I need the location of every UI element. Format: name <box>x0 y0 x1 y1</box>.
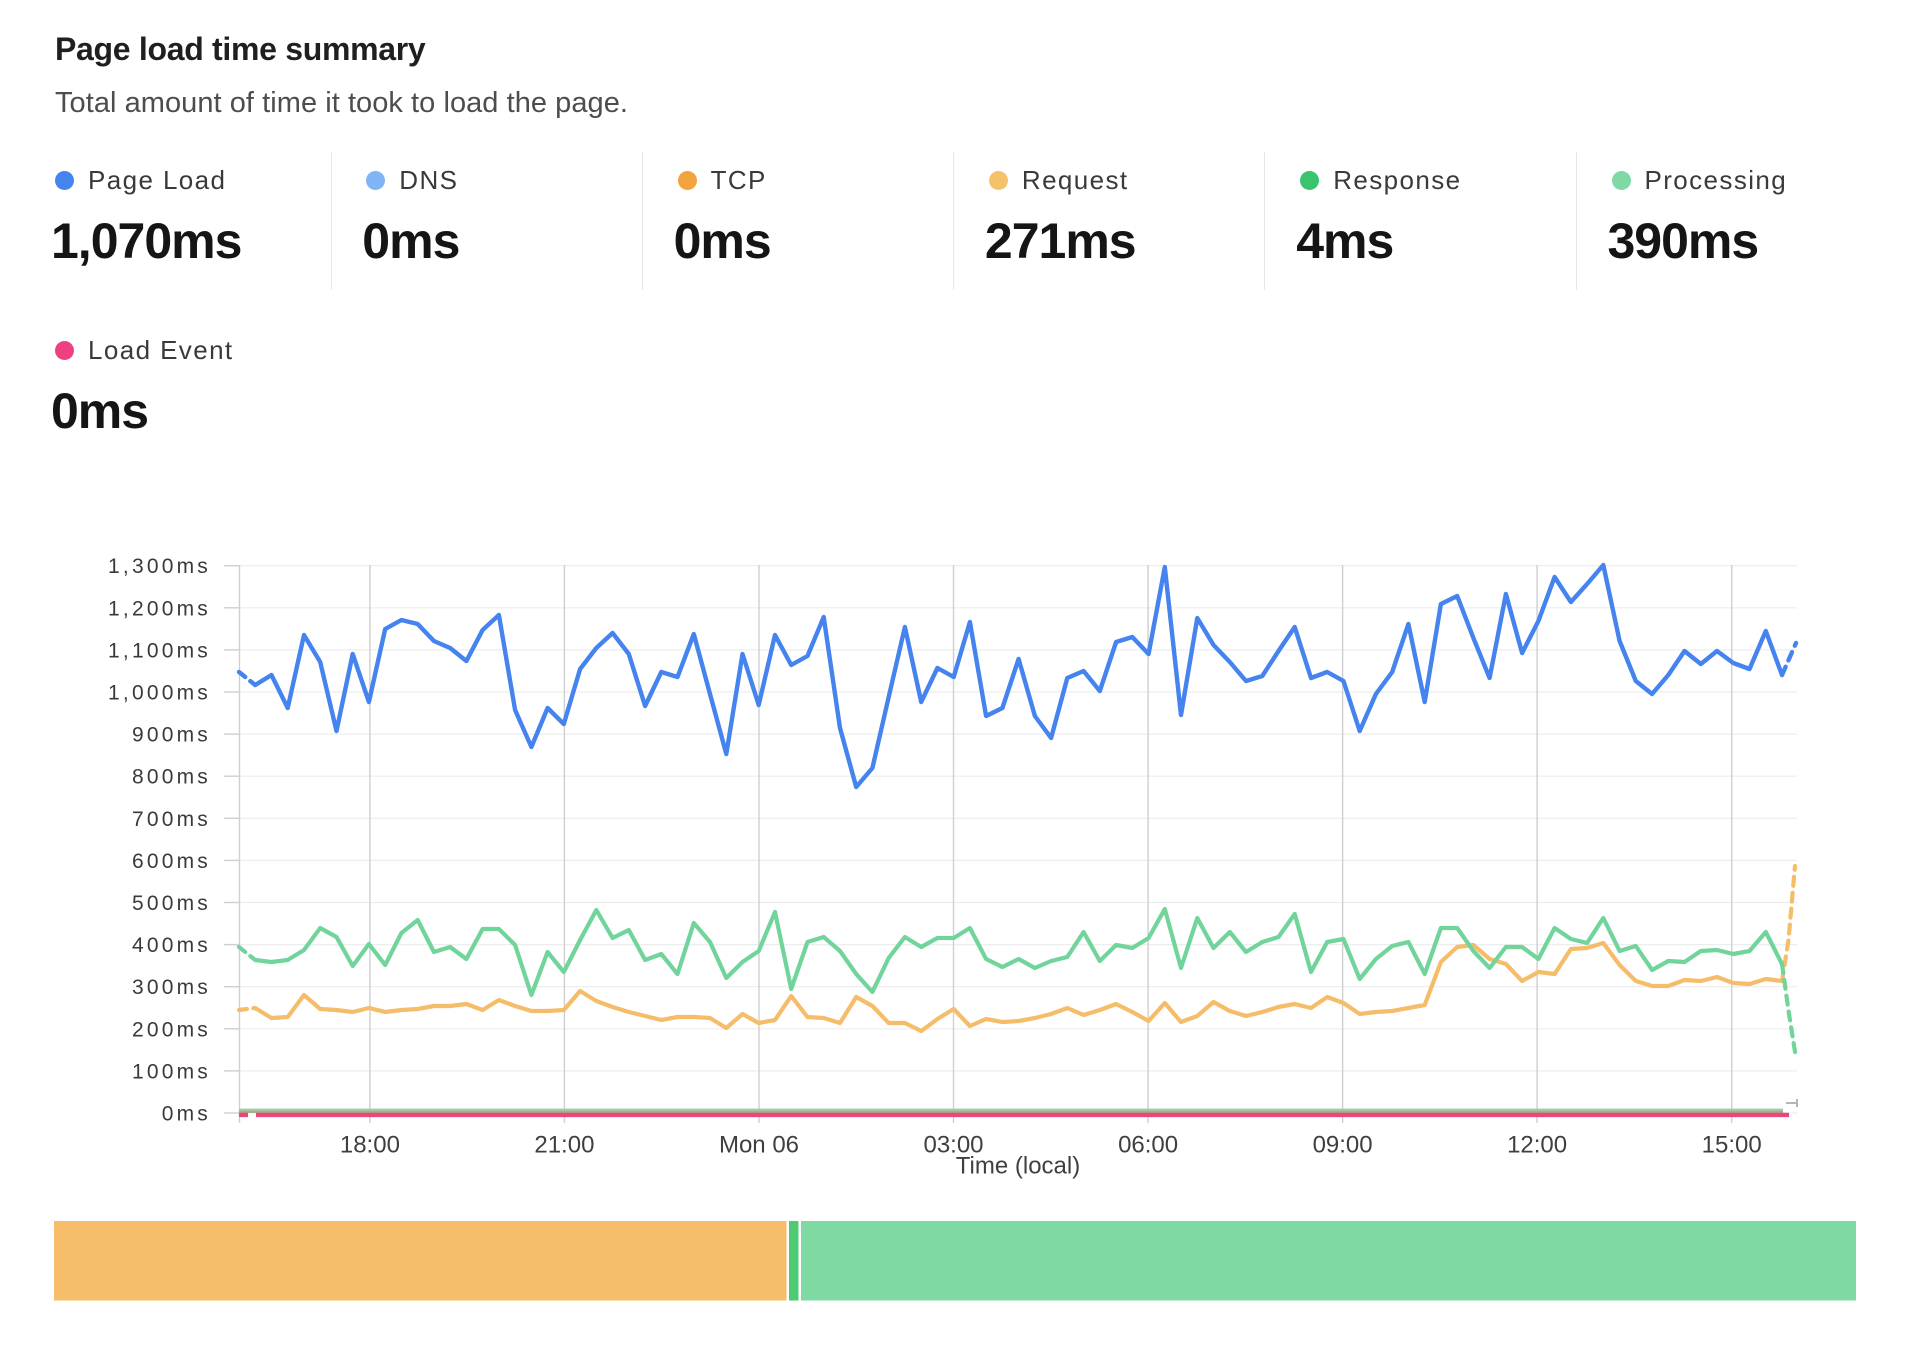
svg-text:200ms: 200ms <box>132 1018 211 1041</box>
svg-text:06:00: 06:00 <box>1118 1132 1178 1159</box>
svg-text:500ms: 500ms <box>132 892 211 915</box>
svg-text:21:00: 21:00 <box>534 1132 594 1159</box>
svg-text:09:00: 09:00 <box>1313 1132 1373 1159</box>
svg-text:100ms: 100ms <box>132 1060 211 1083</box>
svg-text:18:00: 18:00 <box>340 1132 400 1159</box>
svg-text:Mon 06: Mon 06 <box>719 1132 799 1159</box>
svg-text:600ms: 600ms <box>132 850 211 873</box>
svg-text:1,200ms: 1,200ms <box>108 597 211 620</box>
svg-text:400ms: 400ms <box>132 934 211 957</box>
svg-text:900ms: 900ms <box>132 724 211 747</box>
svg-text:1,300ms: 1,300ms <box>108 555 211 578</box>
svg-text:Time (local): Time (local) <box>956 1153 1080 1180</box>
svg-text:15:00: 15:00 <box>1702 1132 1762 1159</box>
svg-text:800ms: 800ms <box>132 766 211 789</box>
svg-text:12:00: 12:00 <box>1507 1132 1567 1159</box>
svg-text:03:00: 03:00 <box>923 1132 983 1159</box>
svg-text:300ms: 300ms <box>132 976 211 999</box>
svg-text:0ms: 0ms <box>162 1103 211 1126</box>
svg-text:1,100ms: 1,100ms <box>108 639 211 662</box>
svg-text:700ms: 700ms <box>132 808 211 831</box>
svg-text:1,000ms: 1,000ms <box>108 682 211 705</box>
